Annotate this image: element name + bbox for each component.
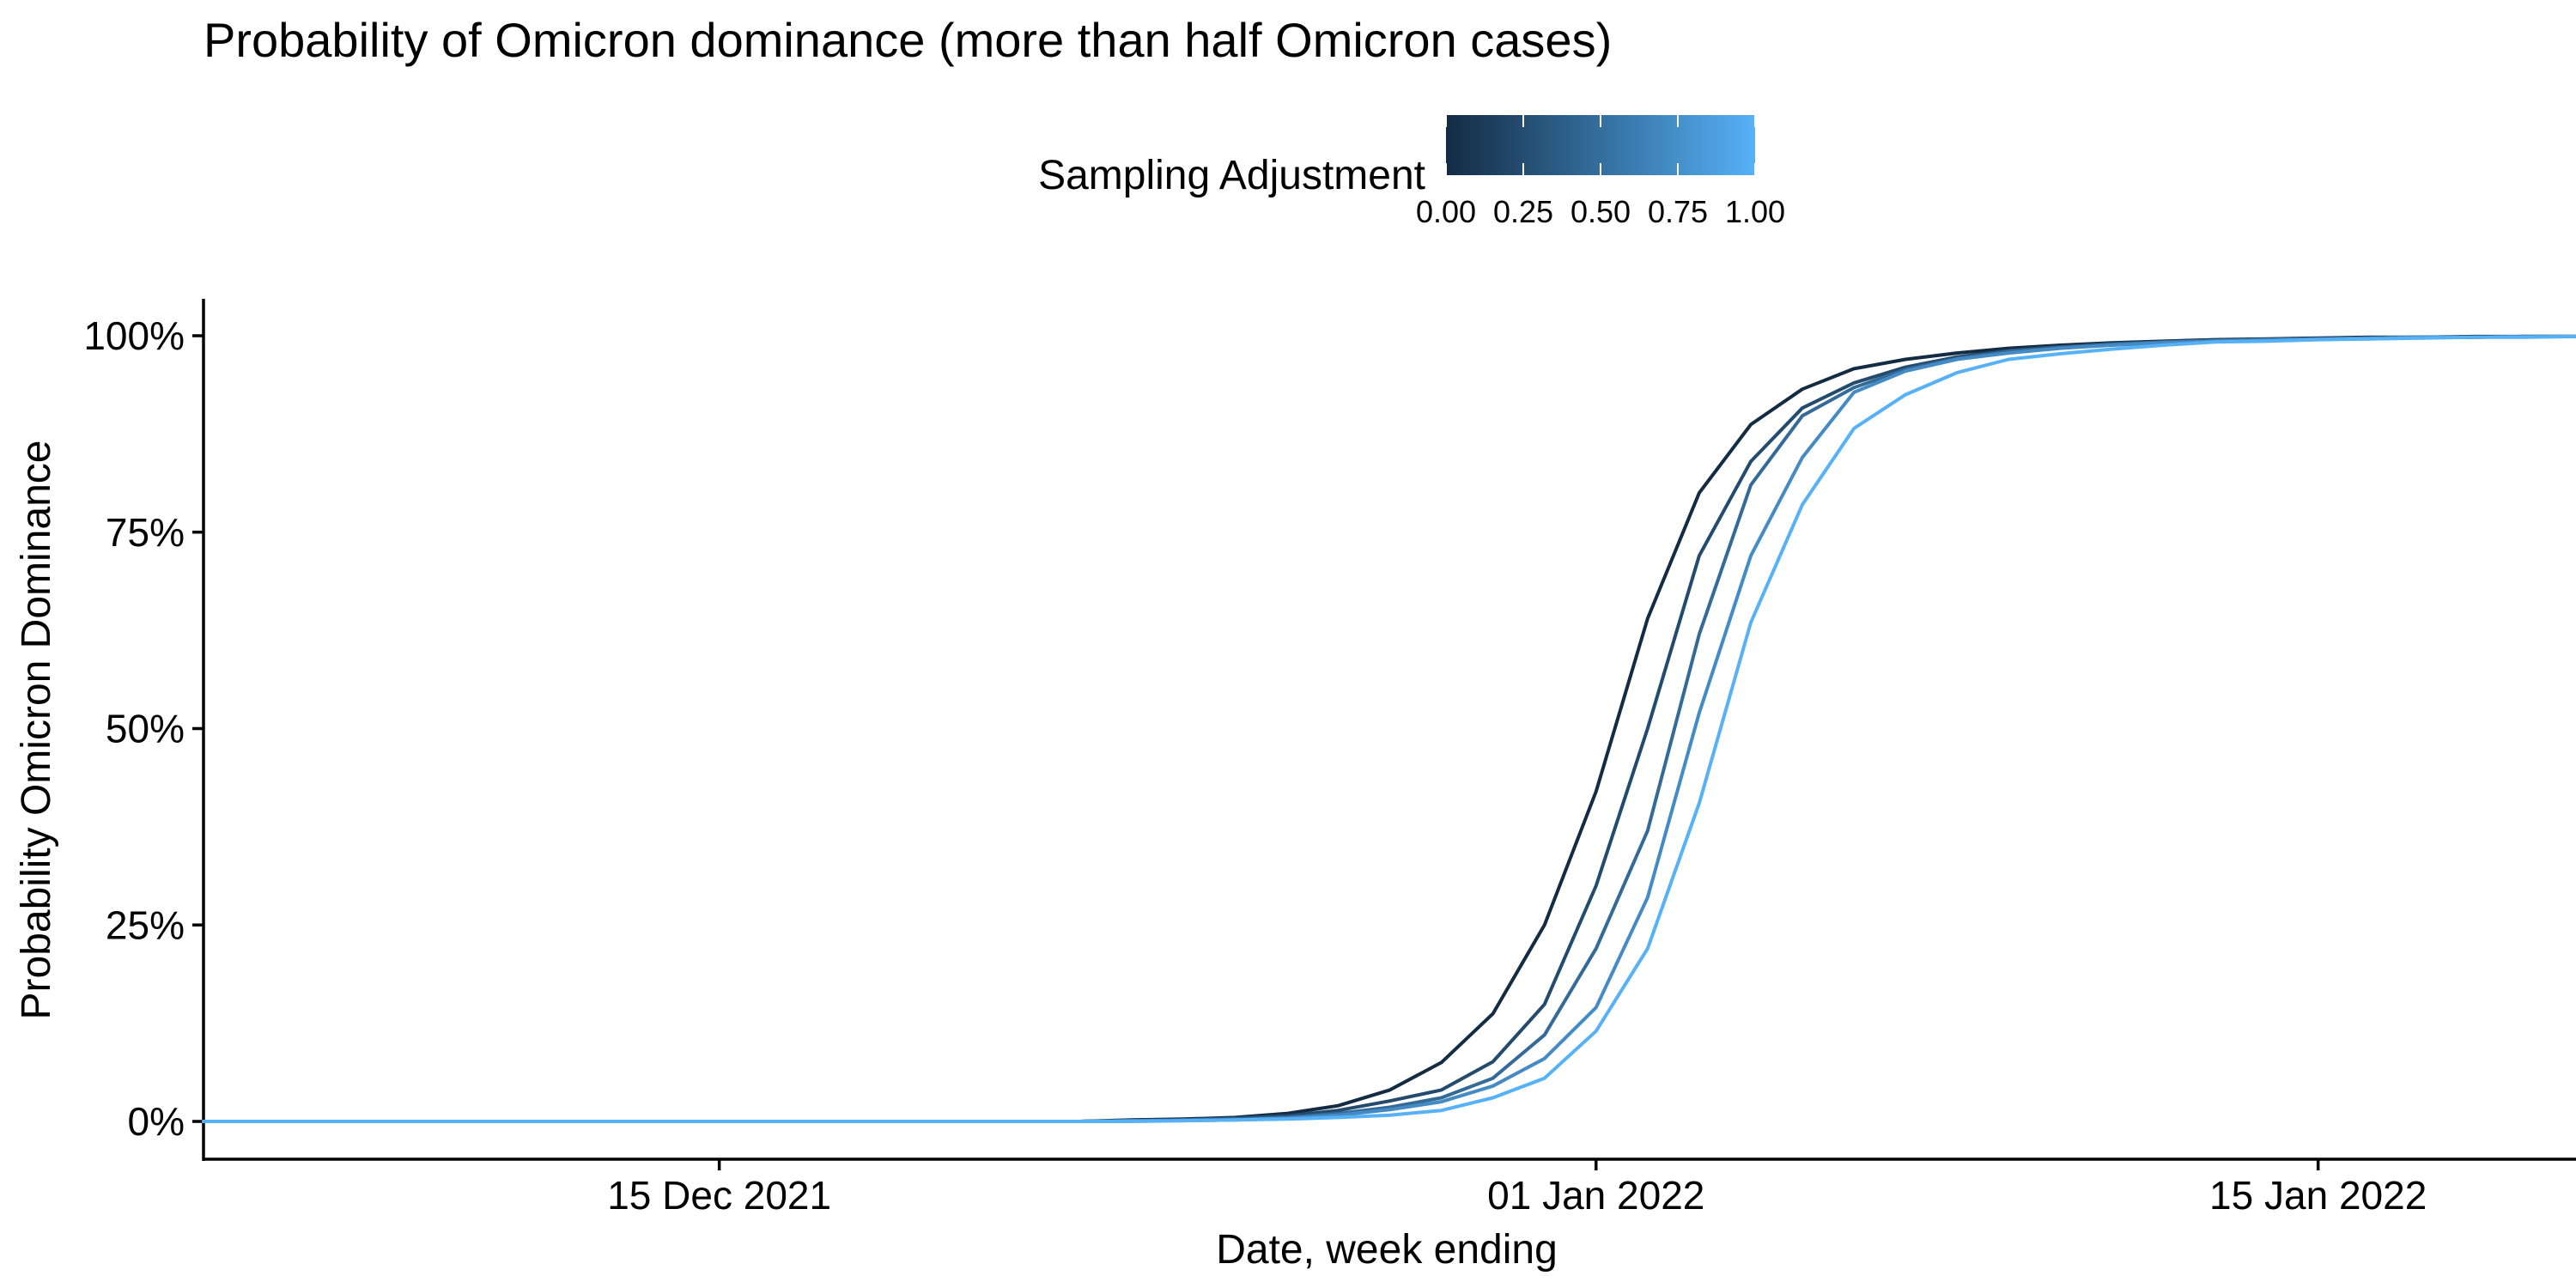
legend-tick-label: 0.75 — [1648, 194, 1708, 229]
y-tick-label: 0% — [128, 1099, 185, 1144]
x-axis-ticks: 15 Dec 2021 01 Jan 2022 15 Jan 2022 — [607, 1159, 2427, 1218]
y-tick-label: 50% — [106, 707, 185, 751]
y-axis-title: Probability Omicron Dominance — [14, 440, 59, 1020]
series-line — [202, 334, 2576, 1123]
x-tick-label: 15 Dec 2021 — [607, 1173, 831, 1218]
legend: Sampling Adjustment 0.00 0.25 0.50 0.75 1.00 — [1038, 115, 1785, 229]
legend-tick-label: 0.50 — [1571, 194, 1631, 229]
x-tick-label: 15 Jan 2022 — [2209, 1173, 2427, 1218]
x-axis-title: Date, week ending — [1216, 1227, 1558, 1273]
y-tick-label: 75% — [106, 510, 185, 555]
legend-tick-label: 0.25 — [1493, 194, 1553, 229]
legend-title: Sampling Adjustment — [1038, 153, 1425, 198]
chart-title: Probability of Omicron dominance (more t… — [204, 13, 1612, 67]
series-line — [202, 334, 2576, 1123]
y-tick-label: 100% — [83, 313, 185, 358]
plot-lines — [202, 334, 2576, 1123]
x-tick-label: 01 Jan 2022 — [1487, 1173, 1704, 1218]
legend-ticks: 0.00 0.25 0.50 0.75 1.00 — [1416, 115, 1785, 229]
series-line — [202, 334, 2576, 1123]
legend-tick-label: 1.00 — [1725, 194, 1785, 229]
series-line — [202, 334, 2576, 1123]
legend-tick-label: 0.00 — [1416, 194, 1476, 229]
y-axis-ticks: 0% 25% 50% 75% 100% — [83, 313, 204, 1144]
y-tick-label: 25% — [106, 902, 185, 947]
series-line — [202, 334, 2576, 1123]
